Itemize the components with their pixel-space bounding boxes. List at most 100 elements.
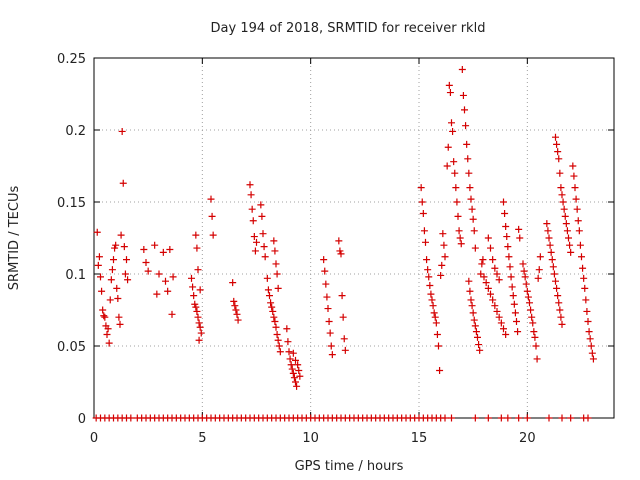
data-point (283, 325, 291, 333)
data-point (195, 319, 203, 327)
data-point (557, 313, 565, 321)
data-point (501, 210, 509, 218)
data-point (193, 307, 201, 315)
x-tick-label: 0 (90, 431, 98, 446)
data-point (286, 355, 294, 363)
data-point (500, 325, 507, 333)
data-point (270, 237, 278, 245)
data-point (335, 237, 343, 245)
data-point (586, 335, 594, 343)
data-point (267, 299, 275, 307)
data-point (493, 307, 501, 315)
data-point (341, 346, 349, 354)
data-point (274, 284, 282, 292)
data-point (144, 267, 152, 275)
data-point (500, 198, 507, 206)
data-point (196, 286, 204, 294)
data-point (94, 261, 102, 269)
data-point (484, 234, 492, 242)
data-point (98, 287, 106, 295)
data-point (192, 231, 200, 239)
data-point (445, 81, 453, 89)
data-point (441, 414, 449, 422)
data-point (458, 66, 466, 74)
data-point (443, 162, 451, 170)
data-point (103, 330, 111, 338)
data-point (462, 122, 470, 130)
data-point (427, 290, 435, 298)
data-point (285, 348, 293, 356)
data-point (436, 366, 444, 374)
data-point (508, 283, 516, 291)
data-point (159, 248, 167, 256)
data-point (583, 307, 591, 315)
data-point (250, 233, 258, 241)
chart-title: Day 194 of 2018, SRMTID for receiver rkl… (211, 21, 486, 36)
data-point (117, 231, 125, 239)
data-point (533, 355, 541, 363)
data-point (337, 250, 345, 258)
data-point (271, 318, 279, 326)
data-point (190, 292, 198, 300)
data-point (487, 290, 494, 298)
data-point (467, 195, 475, 203)
data-point (192, 303, 200, 311)
data-point (519, 260, 527, 268)
data-point (284, 338, 292, 346)
data-point (511, 309, 519, 317)
data-point (95, 253, 103, 261)
data-point (295, 366, 303, 374)
data-point (327, 342, 335, 350)
data-point (575, 227, 583, 235)
data-point (247, 191, 255, 199)
data-point (555, 299, 563, 307)
data-point (574, 217, 582, 225)
data-point (507, 273, 515, 281)
data-point (273, 330, 281, 338)
data-point (569, 162, 577, 170)
data-point (155, 270, 163, 278)
data-point (231, 302, 239, 310)
data-point (502, 330, 510, 338)
data-point (194, 266, 202, 274)
data-point (432, 319, 440, 327)
data-point (435, 342, 442, 350)
y-tick-label: 0.2 (65, 124, 86, 139)
data-point (459, 91, 467, 99)
data-point (455, 227, 463, 235)
data-point (93, 228, 101, 236)
data-point (113, 284, 121, 292)
data-point (289, 349, 297, 357)
data-point (465, 277, 473, 285)
data-point (545, 414, 553, 422)
data-point (565, 234, 572, 242)
data-point (497, 319, 505, 327)
data-point (493, 270, 501, 278)
data-point (468, 302, 476, 310)
data-point (444, 143, 452, 151)
data-point (579, 264, 587, 272)
data-point (258, 212, 266, 220)
data-point (292, 356, 299, 364)
data-point (452, 184, 460, 192)
data-point (482, 279, 490, 287)
data-point (106, 296, 114, 304)
data-point (556, 306, 564, 314)
data-point (478, 260, 486, 268)
data-point (189, 283, 197, 291)
data-point (558, 191, 566, 199)
data-point (433, 330, 441, 338)
data-point (110, 256, 117, 264)
data-point (417, 184, 425, 192)
data-point (257, 201, 265, 209)
data-point (531, 333, 539, 341)
data-point (506, 263, 514, 271)
data-point (420, 227, 428, 235)
data-point (454, 212, 462, 220)
data-point (549, 263, 557, 271)
data-point (471, 322, 479, 330)
data-point (491, 302, 499, 310)
data-point (294, 361, 302, 369)
data-point (440, 241, 448, 249)
data-point (322, 280, 330, 288)
